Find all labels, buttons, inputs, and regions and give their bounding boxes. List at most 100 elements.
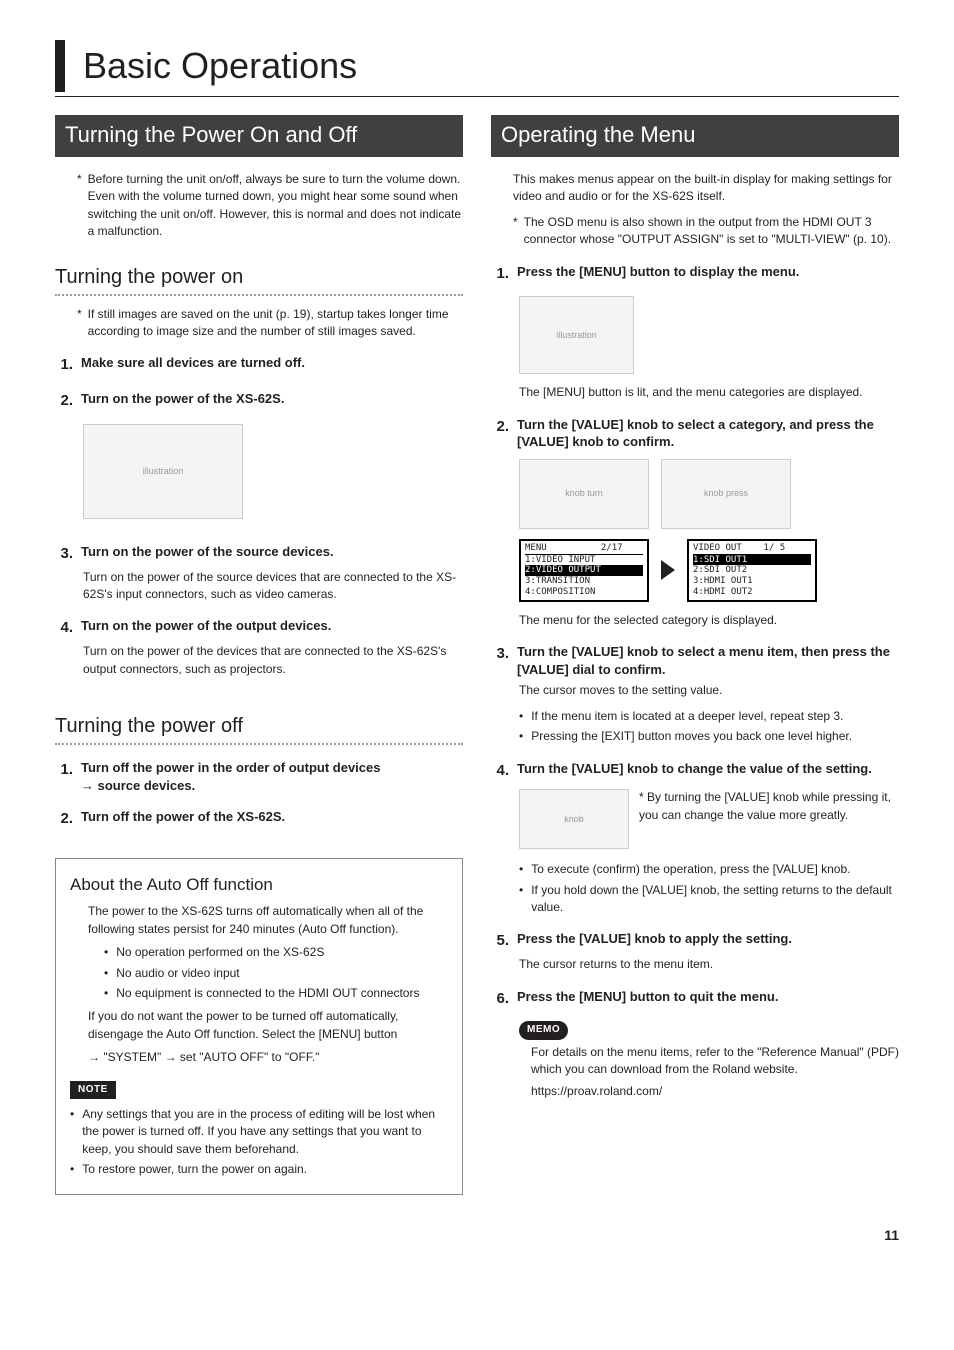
box-bullet: No equipment is connected to the HDMI OU… — [70, 985, 448, 1002]
illustration-power-switch: illustration — [83, 424, 243, 519]
step-menu-1: 1. Press the [MENU] button to display th… — [491, 263, 899, 285]
page-title: Basic Operations — [83, 40, 357, 92]
step-body: The menu for the selected category is di… — [491, 612, 899, 629]
step-menu-4: 4. Turn the [VALUE] knob to change the v… — [491, 760, 899, 782]
menu-intro: This makes menus appear on the built-in … — [491, 171, 899, 206]
bullet-icon — [519, 861, 523, 878]
step-label: Turn on the power of the source devices. — [81, 543, 334, 565]
dotted-rule — [55, 743, 463, 745]
step-number: 2. — [491, 416, 509, 451]
step-label: Press the [MENU] button to display the m… — [517, 263, 799, 285]
screen-item-selected: 2:VIDEO OUTPUT — [525, 565, 643, 576]
step3-bullets: If the menu item is located at a deeper … — [491, 708, 899, 746]
screen-item: 3:HDMI OUT1 — [693, 576, 811, 587]
step-number: 1. — [55, 759, 73, 794]
box-p3b: set "AUTO OFF" to "OFF." — [180, 1050, 320, 1064]
bullet-icon — [70, 1161, 74, 1178]
step-menu-6: 6. Press the [MENU] button to quit the m… — [491, 988, 899, 1010]
two-column-layout: Turning the Power On and Off * Before tu… — [55, 115, 899, 1194]
bullet-icon — [519, 728, 523, 745]
sidenote-text: * By turning the [VALUE] knob while pres… — [639, 789, 899, 824]
bullet: To execute (confirm) the operation, pres… — [519, 861, 899, 878]
asterisk-icon: * — [513, 214, 518, 249]
bullet-text: If you hold down the [VALUE] knob, the s… — [531, 882, 899, 917]
step-number: 1. — [491, 263, 509, 285]
step-on-1: 1. Make sure all devices are turned off. — [55, 354, 463, 376]
screen-item: 4:COMPOSITION — [525, 587, 643, 598]
step-body: The cursor returns to the menu item. — [491, 956, 899, 973]
menu-intro-note: * The OSD menu is also shown in the outp… — [491, 214, 899, 249]
screen-title: MENU 2/17 — [525, 543, 643, 555]
left-column: Turning the Power On and Off * Before tu… — [55, 115, 463, 1194]
bullet-icon — [519, 882, 523, 917]
step-label: Make sure all devices are turned off. — [81, 354, 305, 376]
bullet: If you hold down the [VALUE] knob, the s… — [519, 882, 899, 917]
step-label: Press the [VALUE] knob to apply the sett… — [517, 930, 792, 952]
screen-item: 4:HDMI OUT2 — [693, 587, 811, 598]
screen-item: 1:VIDEO INPUT — [525, 555, 643, 566]
auto-off-box: About the Auto Off function The power to… — [55, 858, 463, 1195]
step4-bullets: To execute (confirm) the operation, pres… — [491, 861, 899, 916]
menu-screen-left: MENU 2/17 1:VIDEO INPUT 2:VIDEO OUTPUT 3… — [519, 539, 649, 602]
box-p3: → "SYSTEM" → set "AUTO OFF" to "OFF." — [70, 1049, 448, 1066]
right-column: Operating the Menu This makes menus appe… — [491, 115, 899, 1194]
screen-item: 3:TRANSITION — [525, 576, 643, 587]
section-header-menu: Operating the Menu — [491, 115, 899, 157]
step4-sidenote: knob * By turning the [VALUE] knob while… — [491, 789, 899, 849]
note-bullet: To restore power, turn the power on agai… — [70, 1161, 448, 1178]
bullet-text: Pressing the [EXIT] button moves you bac… — [531, 728, 852, 745]
bullet-text: To restore power, turn the power on agai… — [82, 1161, 307, 1178]
bullet-text: If the menu item is located at a deeper … — [531, 708, 843, 725]
note-tag: NOTE — [70, 1081, 116, 1100]
illustration-menu-button: illustration — [519, 296, 634, 374]
section-header-power: Turning the Power On and Off — [55, 115, 463, 157]
step-label: Turn the [VALUE] knob to select a catego… — [517, 416, 899, 451]
arrow-icon: → — [81, 778, 94, 793]
step-menu-5: 5. Press the [VALUE] knob to apply the s… — [491, 930, 899, 952]
bullet-icon — [104, 965, 108, 982]
illustration-row: knob turn knob press — [491, 459, 899, 529]
menu-screen-row: MENU 2/17 1:VIDEO INPUT 2:VIDEO OUTPUT 3… — [491, 539, 899, 602]
illustration-value-knob: knob — [519, 789, 629, 849]
step-body: Turn on the power of the source devices … — [55, 569, 463, 604]
title-accent-bar — [55, 40, 65, 92]
step-label: Turn on the power of the output devices. — [81, 617, 331, 639]
step-off-1: 1. Turn off the power in the order of ou… — [55, 759, 463, 794]
box-p3a: "SYSTEM" — [103, 1050, 161, 1064]
subhead-power-on: Turning the power on — [55, 263, 463, 292]
step-number: 6. — [491, 988, 509, 1010]
step-number: 1. — [55, 354, 73, 376]
box-bullet: No audio or video input — [70, 965, 448, 982]
asterisk-icon: * — [77, 306, 82, 341]
bullet-text: To execute (confirm) the operation, pres… — [531, 861, 850, 878]
bullet-text: No equipment is connected to the HDMI OU… — [116, 985, 419, 1002]
bullet-icon — [519, 708, 523, 725]
step-menu-3: 3. Turn the [VALUE] knob to select a men… — [491, 643, 899, 678]
step-label: Turn the [VALUE] knob to change the valu… — [517, 760, 872, 782]
power-on-note: * If still images are saved on the unit … — [55, 306, 463, 341]
power-on-note-text: If still images are saved on the unit (p… — [88, 306, 463, 341]
screen-item-selected: 1:SDI OUT1 — [693, 555, 811, 566]
step-on-2: 2. Turn on the power of the XS-62S. — [55, 390, 463, 412]
page-title-block: Basic Operations — [55, 40, 899, 97]
step-menu-2: 2. Turn the [VALUE] knob to select a cat… — [491, 416, 899, 451]
note-bullet: Any settings that you are in the process… — [70, 1106, 448, 1158]
illustration-value-knob: knob turn — [519, 459, 649, 529]
step-number: 2. — [55, 808, 73, 830]
arrow-icon: → — [165, 1050, 177, 1064]
step-on-3: 3. Turn on the power of the source devic… — [55, 543, 463, 565]
step-off-2: 2. Turn off the power of the XS-62S. — [55, 808, 463, 830]
step-body: The [MENU] button is lit, and the menu c… — [491, 384, 899, 401]
step-body: The cursor moves to the setting value. — [491, 682, 899, 699]
bullet-text: Any settings that you are in the process… — [82, 1106, 448, 1158]
step-label: Turn off the power in the order of outpu… — [81, 759, 380, 794]
bullet: Pressing the [EXIT] button moves you bac… — [519, 728, 899, 745]
page-number: 11 — [55, 1225, 899, 1245]
illustration-value-press: knob press — [661, 459, 791, 529]
step-off-1a: Turn off the power in the order of outpu… — [81, 760, 380, 775]
screen-title: VIDEO OUT 1/ 5 — [693, 543, 811, 555]
step-label: Turn the [VALUE] knob to select a menu i… — [517, 643, 899, 678]
memo-url: https://proav.roland.com/ — [519, 1083, 899, 1100]
bullet-icon — [104, 985, 108, 1002]
step-number: 5. — [491, 930, 509, 952]
